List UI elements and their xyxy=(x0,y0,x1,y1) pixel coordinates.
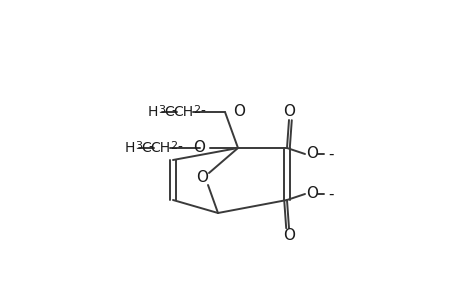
Text: 2: 2 xyxy=(193,105,200,115)
Text: O: O xyxy=(233,104,245,119)
Text: -: - xyxy=(200,105,204,119)
Text: CH: CH xyxy=(150,141,170,155)
Text: -: - xyxy=(328,187,333,202)
Text: -: - xyxy=(328,146,333,161)
Text: -: - xyxy=(177,141,181,155)
Text: -: - xyxy=(148,141,152,155)
Text: C: C xyxy=(164,105,174,119)
Text: H: H xyxy=(124,141,134,155)
Text: C: C xyxy=(141,141,151,155)
Text: -: - xyxy=(171,105,175,119)
Text: 3: 3 xyxy=(157,105,165,115)
Text: O: O xyxy=(196,170,207,185)
Text: O: O xyxy=(305,146,317,161)
Text: O: O xyxy=(282,229,294,244)
Text: 2: 2 xyxy=(170,141,177,151)
Text: O: O xyxy=(282,104,294,119)
Text: H: H xyxy=(147,105,157,119)
Text: CH: CH xyxy=(173,105,193,119)
Text: O: O xyxy=(305,187,317,202)
Text: 3: 3 xyxy=(134,141,142,151)
Text: O: O xyxy=(193,140,205,155)
